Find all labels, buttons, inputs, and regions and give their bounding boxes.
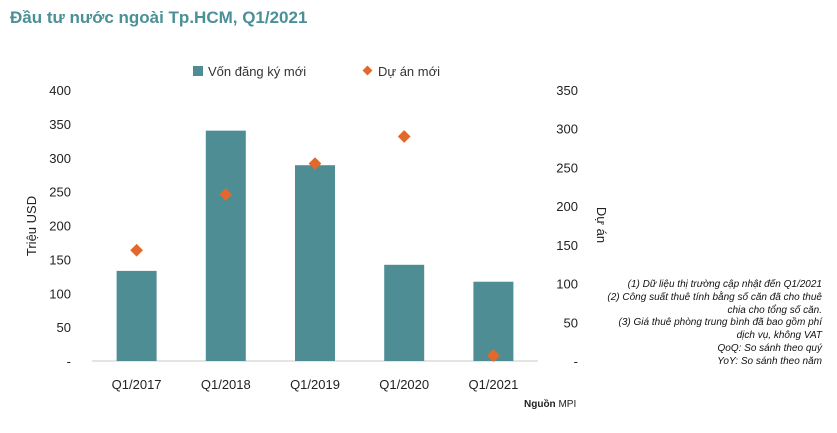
y-left-tick-label: 350 (49, 117, 71, 132)
y-left-tick-label: 200 (49, 219, 71, 234)
x-tick-label: Q1/2019 (290, 377, 340, 392)
note-3: (3) Giá thuê phòng trung bình đã bao gồm… (618, 317, 822, 342)
legend: Vốn đăng ký mới Dự án mới (193, 64, 440, 79)
legend-marker-swatch (362, 65, 373, 76)
y-left-tick-label: 400 (49, 83, 71, 98)
y-right-tick-label: 300 (556, 122, 578, 137)
notes: (1) Dữ liệu thị trường cập nhật đến Q1/2… (600, 279, 822, 369)
bar (384, 264, 425, 361)
y-left-tick-label: 150 (49, 252, 71, 267)
y-right-tick-label: - (574, 354, 578, 369)
chart-title: Đầu tư nước ngoài Tp.HCM, Q1/2021 (10, 8, 308, 27)
note-qoq: QoQ: So sánh theo quý (717, 342, 822, 354)
y-axis-left-label: Triệu USD (24, 196, 39, 256)
y-right-tick-label: 350 (556, 83, 578, 98)
y-left-tick-label: 50 (57, 320, 71, 335)
marker-point (397, 130, 411, 143)
y-right-tick-label: 200 (556, 199, 578, 214)
marker-point (308, 157, 322, 170)
source-credit: Nguồn MPI (524, 399, 576, 410)
x-tick-label: Q1/2021 (468, 377, 518, 392)
legend-bar-label: Vốn đăng ký mới (208, 64, 306, 79)
x-tick-label: Q1/2020 (379, 377, 429, 392)
bar (116, 270, 157, 361)
marker-point (219, 188, 233, 201)
y-left-tick-label: - (67, 354, 71, 369)
y-left-tick-label: 100 (49, 286, 71, 301)
x-tick-label: Q1/2018 (201, 377, 251, 392)
x-tick-label: Q1/2017 (112, 377, 162, 392)
bar (205, 130, 246, 361)
note-yoy: YoY: So sánh theo năm (717, 355, 822, 367)
y-right-tick-label: 150 (556, 238, 578, 253)
y-left-tick-label: 250 (49, 185, 71, 200)
y-axis-right-ticks: - 50 100 150 200 250 300 350 (556, 83, 578, 369)
y-right-tick-label: 100 (556, 277, 578, 292)
note-2: (2) Công suất thuê tính bằng số căn đã c… (607, 291, 822, 316)
bar (473, 281, 514, 361)
marker-series (130, 130, 500, 362)
bar (295, 165, 335, 361)
legend-marker-label: Dự án mới (378, 64, 440, 79)
y-axis-right-label: Dự án (594, 207, 609, 243)
y-right-tick-label: 250 (556, 160, 578, 175)
y-left-tick-label: 300 (49, 151, 71, 166)
note-1: (1) Dữ liệu thị trường cập nhật đến Q1/2… (627, 279, 822, 290)
marker-point (487, 349, 500, 362)
source-label: Nguồn (524, 399, 556, 410)
y-right-tick-label: 50 (564, 315, 578, 330)
marker-point (130, 243, 143, 257)
x-axis-labels: Q1/2017 Q1/2018 Q1/2019 Q1/2020 Q1/2021 (112, 377, 519, 392)
y-axis-left-ticks: - 50 100 150 200 250 300 350 400 (49, 83, 71, 369)
legend-bar-swatch (193, 66, 203, 76)
source-value: MPI (558, 399, 577, 410)
bar-series (116, 130, 514, 361)
